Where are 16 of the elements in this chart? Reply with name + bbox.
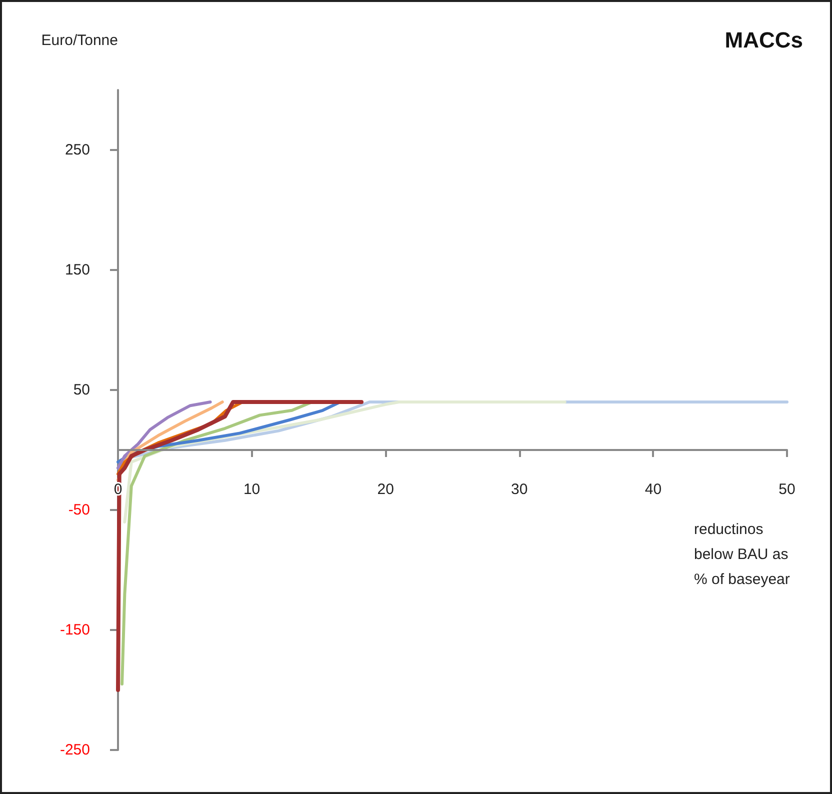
y-tick-label: -50 [68,502,90,518]
x-tick-label: 30 [511,481,528,498]
x-tick-label: 20 [377,481,394,498]
y-axis-title: Euro/Tonne [41,32,118,49]
x-axis-title: reductinos below BAU as % of baseyear [694,521,792,588]
line-series [116,400,364,692]
y-tick-label: 50 [73,382,90,398]
x-tick-label: 40 [644,481,662,498]
x-tick-label: 50 [778,481,796,498]
y-tick-label: 250 [64,142,90,158]
line-series [116,400,212,470]
x-tick-label: 10 [243,481,260,498]
y-tick-label: 150 [64,262,90,278]
y-tick-label: -150 [60,622,90,638]
chart-title: MACCs [724,28,804,52]
y-tick-label: -250 [60,742,90,758]
